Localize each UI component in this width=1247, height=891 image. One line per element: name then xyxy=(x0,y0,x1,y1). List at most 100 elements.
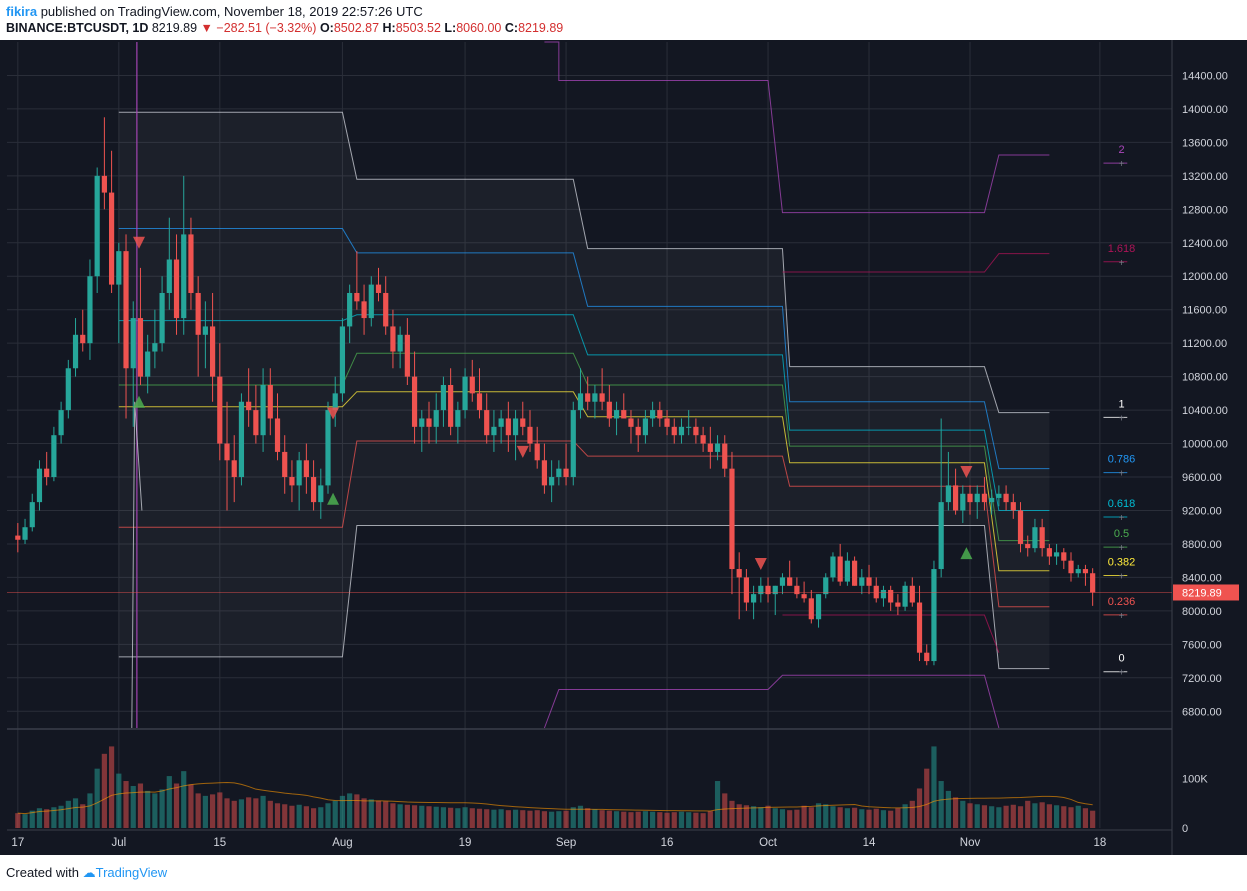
volume-bar xyxy=(339,795,346,828)
volume-bar xyxy=(556,811,562,828)
volume-bar xyxy=(534,810,540,828)
candle-body xyxy=(967,493,973,503)
volume-bar xyxy=(455,808,461,828)
candle-body xyxy=(411,376,418,427)
candle-body xyxy=(873,585,879,599)
tradingview-logo-icon[interactable]: ☁ xyxy=(82,865,96,880)
candle-body xyxy=(419,418,425,427)
candle-body xyxy=(484,410,490,436)
volume-bar xyxy=(332,800,338,828)
volume-bar xyxy=(909,800,915,828)
volume-bar xyxy=(476,808,483,828)
volume-bar xyxy=(541,811,548,828)
candle-body xyxy=(830,556,836,578)
volume-bar xyxy=(751,806,757,828)
candle-body xyxy=(116,251,122,285)
volume-bar xyxy=(801,805,807,828)
candle-body xyxy=(145,351,151,377)
candle-body xyxy=(960,493,966,511)
x-tick-label: 16 xyxy=(661,837,674,849)
y-tick-label: 14000.00 xyxy=(1182,104,1228,116)
fib-1618-line xyxy=(782,253,1050,273)
candle-body xyxy=(36,468,43,503)
volume-bar xyxy=(902,804,908,828)
volume-bar xyxy=(1003,805,1009,828)
candle-body xyxy=(22,527,28,540)
volume-bar xyxy=(736,804,742,828)
volume-bar xyxy=(101,753,107,828)
volume-bars xyxy=(15,746,1096,828)
candle-body xyxy=(722,443,728,469)
volume-bar xyxy=(888,810,894,828)
candle-body xyxy=(246,401,252,411)
fib-handle-icon: + xyxy=(1119,159,1125,170)
candle-body xyxy=(996,493,1002,498)
channel-shade xyxy=(118,112,1050,669)
candle-body xyxy=(15,535,21,540)
candle-body xyxy=(469,376,475,394)
volume-bar xyxy=(678,811,685,828)
fib-handle-icon: + xyxy=(1119,469,1125,480)
volume-bar xyxy=(296,804,302,828)
fib-label: 2 xyxy=(1118,144,1124,156)
tradingview-brand[interactable]: TradingView xyxy=(95,865,168,880)
sell-signal-icon xyxy=(516,445,529,458)
fib-label: 1 xyxy=(1118,398,1124,410)
candle-body xyxy=(606,401,612,419)
candle-body xyxy=(808,598,814,620)
candle-body xyxy=(664,418,670,427)
volume-bar xyxy=(491,809,497,828)
volume-bar xyxy=(404,804,410,828)
volume-bar xyxy=(347,793,353,828)
candle-body xyxy=(736,569,742,578)
volume-bar xyxy=(563,810,569,828)
candle-body xyxy=(657,410,663,419)
candle-body xyxy=(217,376,223,444)
volume-bar xyxy=(895,808,901,828)
volume-bar xyxy=(411,805,418,828)
volume-bar xyxy=(202,795,208,828)
volume-bar xyxy=(657,812,663,828)
candle-body xyxy=(743,577,749,603)
author-name[interactable]: fikira xyxy=(6,4,38,19)
last-price: 8219.89 xyxy=(151,21,198,35)
volume-bar xyxy=(498,809,504,828)
volume-tick-label: 0 xyxy=(1182,823,1188,835)
candle-body xyxy=(29,502,35,528)
volume-bar xyxy=(209,794,216,828)
candle-body xyxy=(563,468,569,478)
candle-body xyxy=(678,426,685,436)
volume-bar xyxy=(1053,805,1060,828)
x-tick-label: 15 xyxy=(213,837,226,849)
candle-body xyxy=(159,292,165,344)
candle-body xyxy=(931,569,937,662)
fib-786-line xyxy=(118,228,1050,470)
price-axis-background xyxy=(1172,40,1240,855)
volume-bar xyxy=(87,793,93,828)
y-tick-label: 10800.00 xyxy=(1182,372,1228,384)
volume-bar xyxy=(390,803,396,828)
candle-body xyxy=(289,477,295,486)
last-price-badge xyxy=(1173,584,1239,601)
candle-body xyxy=(765,585,771,595)
volume-bar xyxy=(145,790,151,828)
volume-bar xyxy=(22,814,28,828)
open-value: 8502.87 xyxy=(333,21,380,35)
volume-bar xyxy=(1046,804,1052,828)
fib-handle-icon: + xyxy=(1119,668,1125,679)
volume-bar xyxy=(722,793,728,828)
low-value: 8060.00 xyxy=(456,21,502,35)
candle-body xyxy=(549,477,555,486)
candle-body xyxy=(938,502,944,570)
candle-body xyxy=(476,393,483,411)
volume-bar xyxy=(635,811,641,828)
y-tick-label: 7600.00 xyxy=(1182,639,1222,651)
y-tick-label: 12400.00 xyxy=(1182,238,1228,250)
sell-signal-icon xyxy=(960,466,973,479)
volume-bar xyxy=(621,811,627,828)
volume-bar xyxy=(282,804,288,828)
candle-body xyxy=(498,418,504,427)
candle-body xyxy=(989,497,995,503)
volume-bar xyxy=(181,771,187,828)
